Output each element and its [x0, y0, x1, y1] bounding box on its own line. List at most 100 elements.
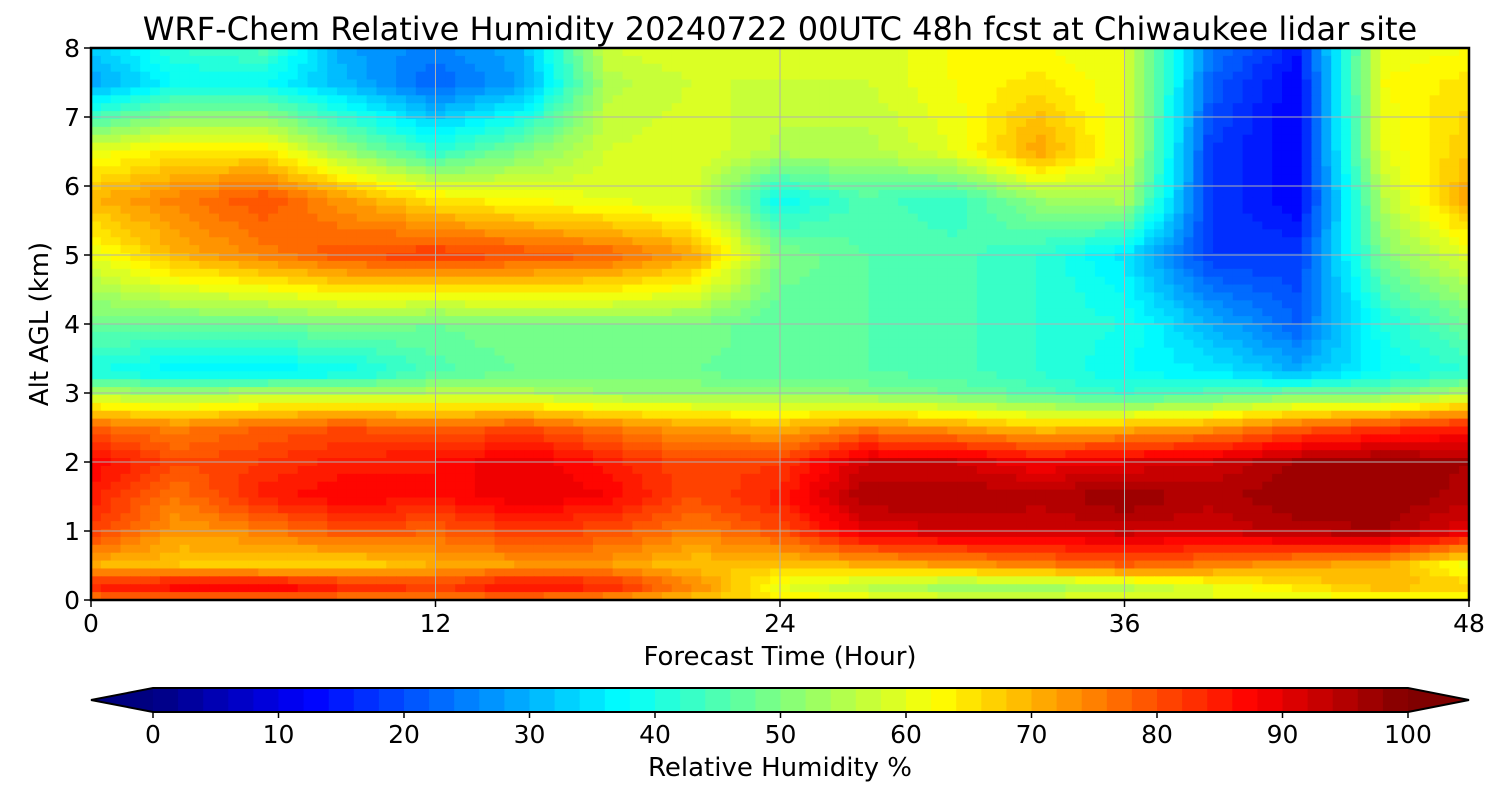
heatmap-cell	[563, 268, 574, 278]
heatmap-cell	[465, 48, 476, 57]
heatmap-cell	[1311, 221, 1322, 230]
heatmap-cell	[1035, 260, 1047, 270]
heatmap-cell	[740, 63, 752, 73]
heatmap-cell	[986, 48, 998, 57]
heatmap-cell	[1301, 150, 1313, 159]
heatmap-cell	[819, 142, 830, 152]
heatmap-cell	[1124, 308, 1135, 317]
heatmap-cell	[1439, 221, 1450, 230]
heatmap-cell	[1124, 103, 1135, 112]
heatmap-cell	[366, 126, 378, 136]
heatmap-cell	[1459, 95, 1469, 104]
heatmap-cell	[839, 316, 850, 325]
heatmap-cell	[1026, 229, 1037, 238]
heatmap-cell	[789, 197, 801, 207]
heatmap-cell	[563, 292, 574, 301]
heatmap-cell	[474, 71, 486, 81]
heatmap-cell	[1409, 245, 1421, 254]
heatmap-cell	[1154, 150, 1165, 159]
heatmap-cell	[1222, 300, 1234, 309]
heatmap-cell	[770, 276, 781, 286]
heatmap-cell	[169, 79, 181, 89]
heatmap-cell	[1400, 284, 1411, 294]
heatmap-cell	[780, 95, 791, 104]
heatmap-cell	[789, 103, 801, 112]
heatmap-cell	[553, 166, 565, 175]
heatmap-cell	[1104, 237, 1116, 246]
heatmap-cell	[543, 103, 555, 112]
heatmap-cell	[514, 221, 525, 230]
heatmap-cell	[1085, 316, 1096, 325]
heatmap-cell	[799, 324, 811, 333]
heatmap-cell	[957, 300, 968, 309]
heatmap-cell	[425, 189, 437, 199]
heatmap-cell	[1213, 292, 1224, 301]
heatmap-cell	[760, 118, 771, 128]
heatmap-cell	[327, 118, 338, 128]
heatmap-cell	[445, 150, 456, 159]
heatmap-cell	[1134, 150, 1145, 159]
heatmap-cell	[1144, 253, 1155, 262]
heatmap-cell	[937, 95, 948, 104]
heatmap-cell	[1301, 189, 1313, 199]
heatmap-cell	[543, 71, 555, 81]
heatmap-cell	[346, 111, 358, 120]
heatmap-cell	[100, 126, 112, 136]
heatmap-cell	[258, 292, 269, 301]
heatmap-cell	[317, 276, 328, 286]
heatmap-cell	[415, 166, 427, 175]
heatmap-cell	[976, 205, 988, 215]
heatmap-cell	[789, 237, 801, 246]
heatmap-cell	[1360, 221, 1372, 230]
heatmap-cell	[1400, 174, 1411, 183]
heatmap-cell	[238, 237, 250, 246]
heatmap-cell	[1016, 300, 1027, 309]
heatmap-cell	[720, 174, 732, 183]
heatmap-cell	[386, 79, 397, 89]
heatmap-cell	[1193, 189, 1204, 199]
heatmap-cell	[583, 134, 594, 144]
heatmap-cell	[268, 213, 279, 223]
heatmap-cell	[976, 126, 988, 136]
heatmap-cell	[1429, 95, 1441, 104]
heatmap-cell	[1252, 284, 1263, 294]
heatmap-cell	[1094, 103, 1106, 112]
heatmap-cell	[720, 126, 732, 136]
heatmap-cell	[1006, 158, 1017, 167]
heatmap-cell	[1331, 95, 1342, 104]
heatmap-cell	[543, 308, 555, 317]
heatmap-cell	[858, 71, 870, 81]
heatmap-cell	[553, 229, 565, 238]
heatmap-cell	[228, 292, 240, 301]
heatmap-cell	[957, 158, 968, 167]
heatmap-cell	[150, 292, 161, 301]
heatmap-cell	[711, 260, 722, 270]
heatmap-cell	[415, 316, 427, 325]
heatmap-cell	[1252, 71, 1263, 81]
heatmap-cell	[1183, 284, 1194, 294]
heatmap-cell	[1222, 284, 1234, 294]
heatmap-cell	[248, 205, 259, 215]
heatmap-cell	[1232, 79, 1244, 89]
heatmap-cell	[474, 316, 486, 325]
heatmap-cell	[1409, 126, 1421, 136]
heatmap-cell	[199, 292, 210, 301]
heatmap-cell	[356, 276, 368, 286]
heatmap-cell	[297, 245, 309, 254]
heatmap-cell	[573, 213, 584, 223]
heatmap-cell	[445, 229, 456, 238]
heatmap-cell	[238, 213, 250, 223]
heatmap-cell	[1016, 245, 1027, 254]
heatmap-cell	[1173, 134, 1185, 144]
heatmap-cell	[169, 324, 181, 333]
heatmap-cell	[1419, 253, 1431, 262]
heatmap-cell	[809, 197, 820, 207]
heatmap-cell	[1341, 166, 1352, 175]
heatmap-cell	[563, 276, 574, 286]
heatmap-cell	[1449, 316, 1460, 325]
heatmap-cell	[691, 324, 702, 333]
heatmap-cell	[1321, 103, 1332, 112]
heatmap-cell	[868, 134, 880, 144]
heatmap-cell	[484, 150, 496, 159]
heatmap-cell	[415, 95, 427, 104]
